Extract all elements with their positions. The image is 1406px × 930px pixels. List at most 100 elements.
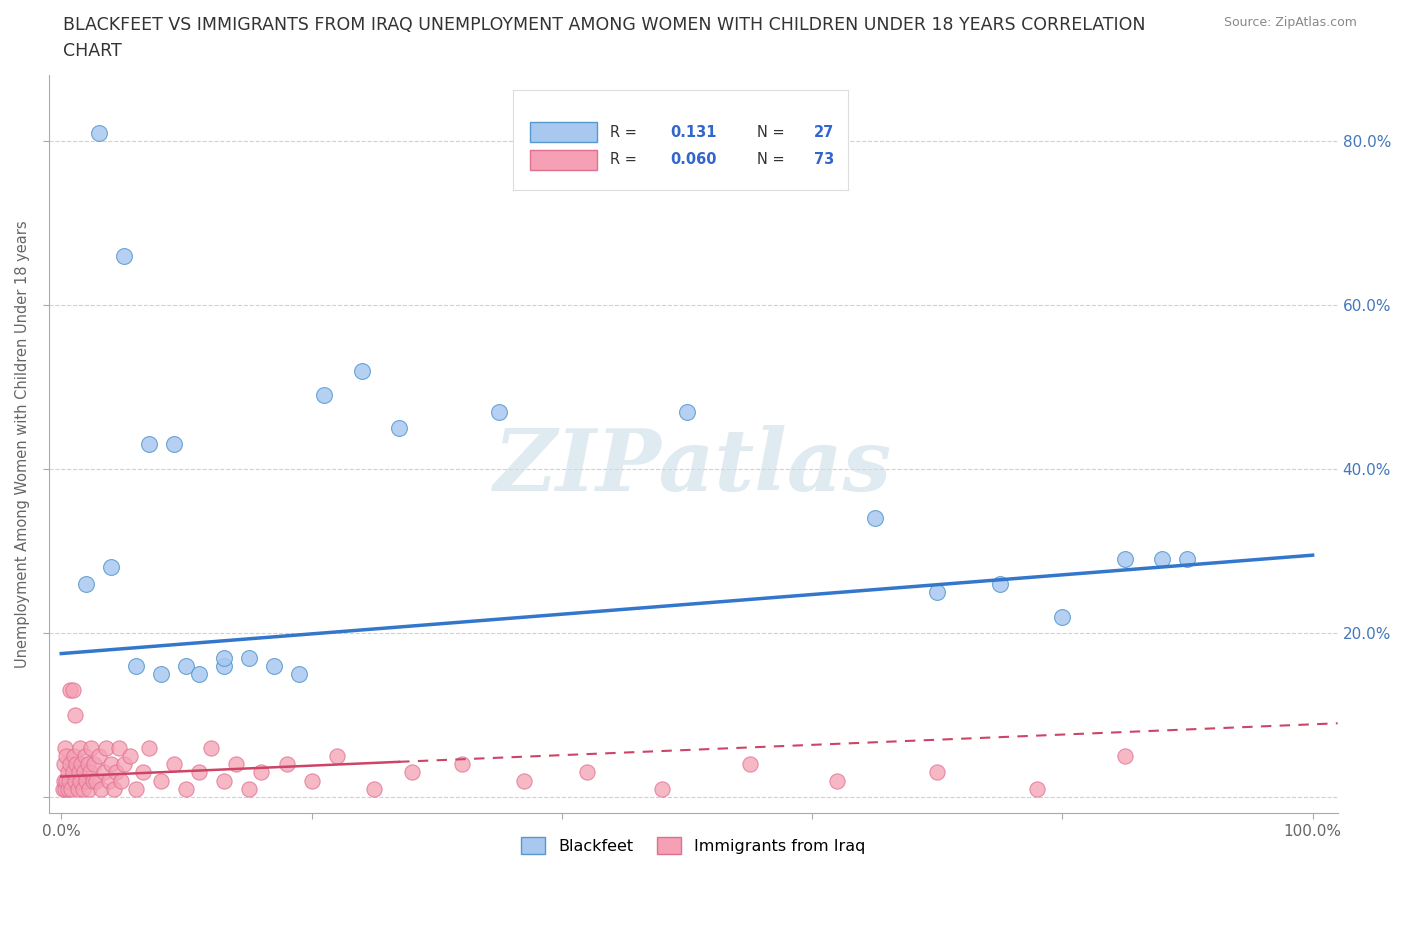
Point [58, 773, 80, 788]
Point [97, 773, 120, 788]
Point [90, 781, 112, 796]
Point [75, 577, 97, 591]
Point [163, 757, 186, 772]
Point [488, 405, 510, 419]
Point [1114, 551, 1136, 566]
Point [80, 740, 103, 755]
Point [1152, 551, 1174, 566]
Point [350, 364, 373, 379]
Point [651, 781, 673, 796]
Point [288, 667, 311, 682]
Point [125, 658, 148, 673]
Point [263, 658, 285, 673]
Point [150, 773, 173, 788]
Point [56, 781, 79, 796]
Point [96, 740, 118, 755]
Point [388, 420, 411, 435]
Point [1026, 781, 1049, 796]
Point [62, 749, 84, 764]
Point [93, 765, 115, 780]
Point [212, 658, 235, 673]
Point [988, 577, 1011, 591]
Point [120, 749, 142, 764]
Point [112, 248, 135, 263]
Point [83, 757, 105, 772]
Point [1177, 551, 1199, 566]
Point [69, 740, 91, 755]
Point [138, 740, 160, 755]
Point [79, 765, 101, 780]
Point [301, 773, 323, 788]
Point [276, 757, 298, 772]
Point [53, 781, 76, 796]
Point [225, 757, 247, 772]
Point [131, 765, 153, 780]
Point [176, 658, 198, 673]
Point [55, 749, 77, 764]
Point [69, 773, 91, 788]
Point [63, 773, 86, 788]
Point [62, 683, 84, 698]
Point [51, 781, 73, 796]
Point [108, 740, 131, 755]
Text: Source: ZipAtlas.com: Source: ZipAtlas.com [1223, 16, 1357, 29]
Point [187, 765, 209, 780]
Point [72, 781, 94, 796]
Point [863, 511, 886, 525]
Point [1114, 749, 1136, 764]
Point [75, 773, 97, 788]
Point [738, 757, 761, 772]
Point [76, 757, 98, 772]
Point [52, 757, 75, 772]
Point [53, 740, 76, 755]
Text: BLACKFEET VS IMMIGRANTS FROM IRAQ UNEMPLOYMENT AMONG WOMEN WITH CHILDREN UNDER 1: BLACKFEET VS IMMIGRANTS FROM IRAQ UNEMPL… [63, 16, 1146, 33]
Point [55, 773, 77, 788]
Point [927, 765, 949, 780]
Point [150, 667, 173, 682]
Point [103, 781, 125, 796]
Point [212, 773, 235, 788]
Point [187, 667, 209, 682]
Point [82, 773, 104, 788]
Point [238, 781, 260, 796]
Point [77, 781, 100, 796]
Point [450, 757, 472, 772]
Point [73, 749, 96, 764]
Point [87, 126, 110, 140]
Point [59, 683, 82, 698]
Point [163, 437, 186, 452]
Text: ZIPatlas: ZIPatlas [494, 425, 893, 509]
Point [112, 757, 135, 772]
Point [66, 781, 89, 796]
Point [200, 740, 222, 755]
Point [401, 765, 423, 780]
Point [325, 749, 347, 764]
Y-axis label: Unemployment Among Women with Children Under 18 years: Unemployment Among Women with Children U… [15, 220, 30, 669]
Point [105, 765, 128, 780]
Point [176, 781, 198, 796]
Point [70, 757, 93, 772]
Text: CHART: CHART [63, 42, 122, 60]
Point [250, 765, 273, 780]
Point [73, 765, 96, 780]
Point [84, 773, 107, 788]
Point [825, 773, 848, 788]
Point [1052, 609, 1074, 624]
Point [65, 757, 87, 772]
Point [62, 765, 84, 780]
Point [238, 650, 260, 665]
Point [312, 388, 335, 403]
Point [87, 749, 110, 764]
Point [513, 773, 536, 788]
Point [52, 773, 75, 788]
Point [125, 781, 148, 796]
Point [363, 781, 385, 796]
Point [212, 650, 235, 665]
Point [100, 757, 122, 772]
Point [927, 585, 949, 600]
Point [56, 765, 79, 780]
Point [67, 765, 90, 780]
Point [575, 765, 598, 780]
Point [138, 437, 160, 452]
Point [676, 405, 699, 419]
